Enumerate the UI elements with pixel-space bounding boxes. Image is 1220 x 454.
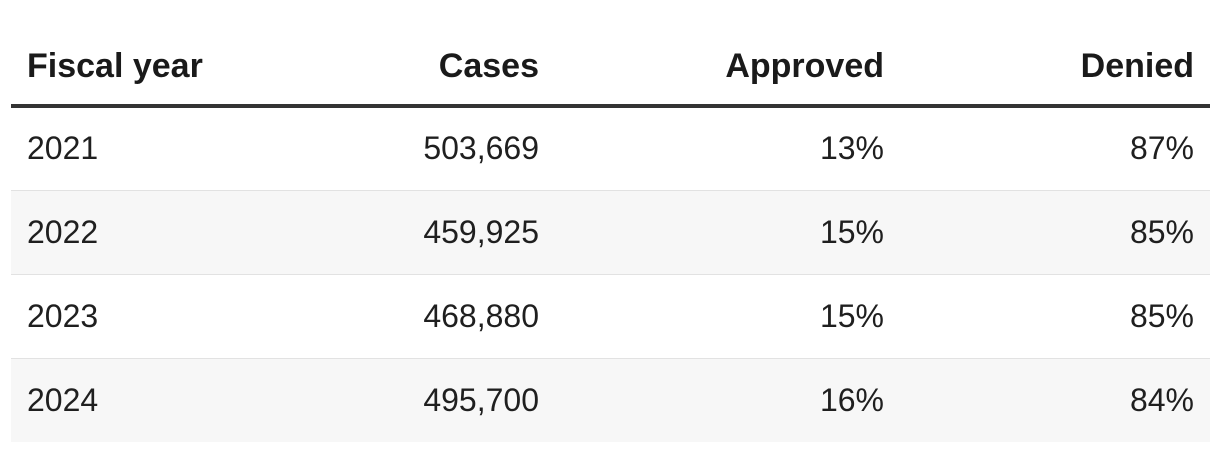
table-row: 2023 468,880 15% 85% [11,274,1210,359]
cell-cases: 503,669 [391,106,555,191]
cell-fiscal-year: 2024 [11,358,391,442]
cell-denied: 84% [900,358,1210,442]
cell-fiscal-year: 2023 [11,274,391,359]
cell-denied: 87% [900,106,1210,191]
table-body: 2021 503,669 13% 87% 2022 459,925 15% 85… [11,106,1210,442]
column-header-cases: Cases [391,0,555,108]
cell-denied: 85% [900,190,1210,275]
fiscal-year-cases-table: Fiscal year Cases Approved Denied 2021 5… [11,0,1210,442]
cell-approved: 15% [555,274,900,359]
cell-approved: 13% [555,106,900,191]
cell-cases: 459,925 [391,190,555,275]
column-header-denied: Denied [900,0,1210,108]
cell-fiscal-year: 2022 [11,190,391,275]
table-row: 2021 503,669 13% 87% [11,106,1210,191]
cell-approved: 16% [555,358,900,442]
cell-fiscal-year: 2021 [11,106,391,191]
column-header-approved: Approved [555,0,900,108]
cell-approved: 15% [555,190,900,275]
table-row: 2022 459,925 15% 85% [11,190,1210,275]
cell-cases: 495,700 [391,358,555,442]
data-table-container: Fiscal year Cases Approved Denied 2021 5… [11,0,1210,442]
table-row: 2024 495,700 16% 84% [11,358,1210,442]
table-header: Fiscal year Cases Approved Denied [11,0,1210,108]
cell-denied: 85% [900,274,1210,359]
header-row: Fiscal year Cases Approved Denied [11,0,1210,108]
cell-cases: 468,880 [391,274,555,359]
column-header-fiscal-year: Fiscal year [11,0,391,108]
